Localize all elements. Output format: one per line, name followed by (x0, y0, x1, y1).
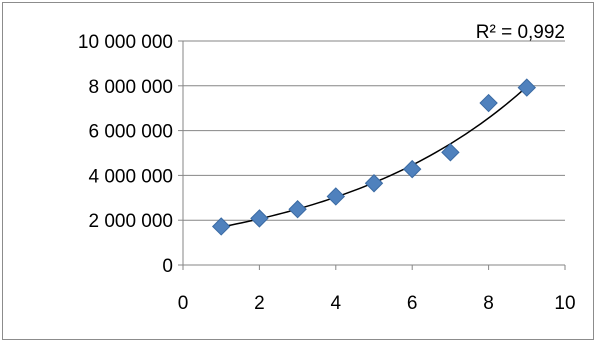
x-tick-label-4: 8 (483, 293, 494, 314)
data-point-5 (402, 159, 422, 179)
x-tick-label-2: 4 (331, 293, 342, 314)
y-tick-label-4: 8 000 000 (88, 77, 173, 98)
x-tick-label-1: 2 (254, 293, 265, 314)
x-tick-labels: 0 2 4 6 8 10 (178, 293, 576, 314)
data-point-1 (250, 209, 269, 228)
data-point-3 (326, 187, 346, 206)
r-squared-annotation: R² = 0,992 (476, 22, 565, 43)
data-point-0 (211, 217, 231, 236)
data-points (211, 78, 537, 236)
y-tick-label-3: 6 000 000 (88, 122, 173, 143)
y-tick-label-1: 2 000 000 (88, 211, 173, 232)
chart-frame (2, 2, 594, 340)
data-point-7 (479, 93, 498, 113)
x-tick-label-5: 10 (554, 293, 575, 314)
grid-lines (183, 40, 565, 221)
x-tick-label-3: 6 (407, 293, 418, 314)
data-point-6 (441, 143, 460, 162)
axes (178, 40, 566, 270)
data-point-2 (288, 200, 307, 219)
trendline (221, 86, 528, 228)
y-tick-label-5: 10 000 000 (78, 32, 173, 53)
y-tick-labels: 0 2 000 000 4 000 000 6 000 000 8 000 000 10 … (78, 32, 173, 277)
y-tick-label-0: 0 (162, 256, 173, 277)
data-point-4 (364, 174, 384, 193)
y-tick-label-2: 4 000 000 (88, 166, 173, 187)
data-point-8 (517, 78, 537, 97)
x-tick-label-0: 0 (178, 293, 189, 314)
